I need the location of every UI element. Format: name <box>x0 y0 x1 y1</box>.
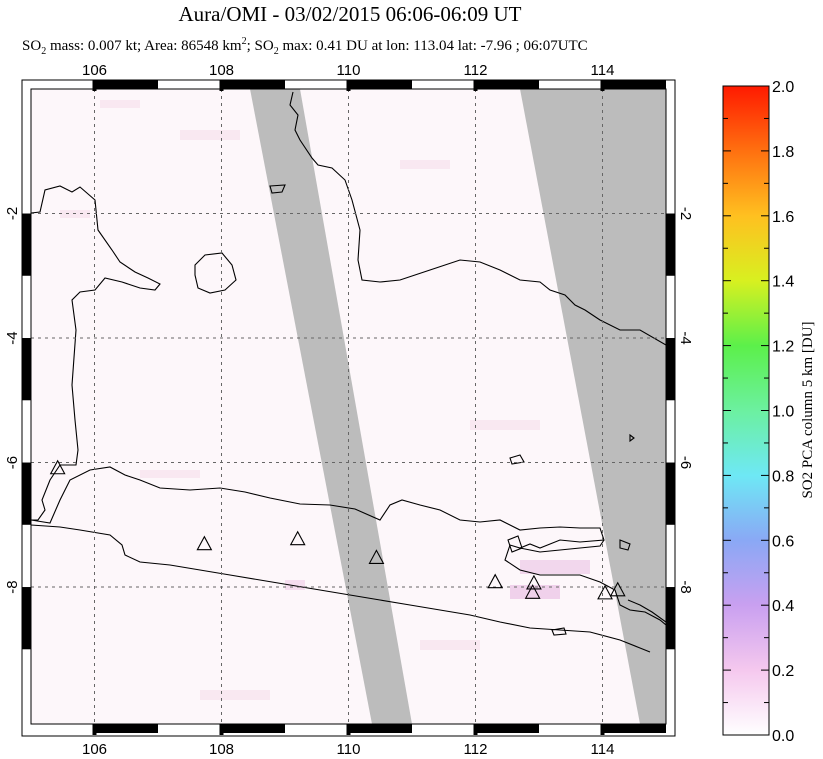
coastlines <box>31 91 666 653</box>
lat-label-left--4: -4 <box>4 331 21 344</box>
lat-label-left--6: -6 <box>4 456 21 469</box>
coast-island-k2 <box>619 539 631 551</box>
lon-bar-top <box>348 80 412 89</box>
coast-bawean <box>509 454 525 465</box>
frame-tick-bars <box>22 80 675 735</box>
subtitle-max: ; SO <box>246 38 274 54</box>
coast-nusa <box>551 627 567 636</box>
lat-bar-left <box>22 462 31 525</box>
lat-label-right--6: -6 <box>677 456 694 469</box>
volcano-marker-1 <box>196 535 213 551</box>
subtitle-so2: SO <box>22 38 42 54</box>
lat-bar-right <box>666 587 675 650</box>
no-data-swath-west <box>250 89 412 724</box>
cb-tick-label-2.0: 2.0 <box>772 79 794 96</box>
subtitle-max-rest: max: 0.41 DU at lon: 113.04 lat: -7.96 ;… <box>278 38 588 54</box>
lon-label-top-114: 114 <box>591 62 615 79</box>
lon-bar-top <box>602 80 666 89</box>
lon-bar-bottom <box>221 724 285 733</box>
cb-tick-label-1.6: 1.6 <box>772 209 794 226</box>
cb-tick-label-0.6: 0.6 <box>772 533 794 550</box>
map-area <box>31 89 666 724</box>
cb-tick-label-1.0: 1.0 <box>772 404 794 421</box>
volcano-marker-3 <box>368 549 385 564</box>
axis-tick-labels: 106 106 108 108 110 110 112 112 114 114 -2 -2 -4 -4 -6… <box>4 62 694 758</box>
lat-label-left--8: -8 <box>4 580 21 593</box>
retrieval-noise <box>60 100 590 700</box>
lat-bar-left <box>22 338 31 401</box>
coast-java-north <box>31 466 666 626</box>
gridlines <box>31 89 666 724</box>
lat-label-right--2: -2 <box>677 207 694 220</box>
volcano-marker-0 <box>49 459 66 475</box>
subtitle-so2-sub: 2 <box>41 46 47 57</box>
lon-label-bottom-110: 110 <box>337 741 361 758</box>
cb-tick-label-0.8: 0.8 <box>772 468 794 485</box>
coast-bali <box>627 599 666 623</box>
coast-island-k1 <box>507 535 523 553</box>
lat-label-left--2: -2 <box>4 207 21 220</box>
coast-bangka-small <box>269 184 286 194</box>
lon-label-top-112: 112 <box>464 62 488 79</box>
lat-bar-right <box>666 338 675 401</box>
lon-bar-bottom <box>602 724 666 733</box>
coast-java-south <box>31 524 651 653</box>
no-data-swath-east <box>520 89 666 724</box>
subtitle-mass: mass: 0.007 kt; Area: 86548 km <box>46 38 242 54</box>
lon-bar-bottom <box>348 724 412 733</box>
lon-bar-top <box>475 80 539 89</box>
lon-bar-bottom <box>475 724 539 733</box>
volcano-marker-5 <box>525 574 542 590</box>
lat-bar-right <box>666 462 675 525</box>
lat-bar-right <box>666 213 675 276</box>
subtitle-area-sup: 2 <box>241 36 247 47</box>
chart-title: Aura/OMI - 03/02/2015 06:06-06:09 UT <box>178 2 522 26</box>
lat-bar-left <box>22 587 31 650</box>
volcano-markers <box>49 459 626 600</box>
lon-bar-bottom <box>94 724 158 733</box>
cb-tick-label-0.4: 0.4 <box>772 598 794 615</box>
lon-label-top-108: 108 <box>209 62 234 79</box>
coast-borneo <box>289 91 666 346</box>
colorbar-label: SO2 PCA column 5 km [DU] <box>800 321 816 498</box>
lon-bar-top <box>221 80 285 89</box>
colorbar-ticks: 2.0 1.8 1.6 1.4 1.2 1.0 0.8 0.6 0.4 0.2 0.0 <box>723 79 794 745</box>
subtitle-max-sub: 2 <box>273 46 279 57</box>
lat-bar-left <box>22 213 31 276</box>
coast-madura <box>519 539 605 553</box>
lat-label-right--8: -8 <box>677 580 694 593</box>
volcano-marker-2 <box>289 530 306 546</box>
cb-tick-label-0.0: 0.0 <box>772 728 794 745</box>
cb-tick-label-0.2: 0.2 <box>772 663 794 680</box>
lon-label-top-106: 106 <box>82 62 107 79</box>
volcano-marker-7 <box>597 584 613 600</box>
lon-label-bottom-108: 108 <box>209 741 234 758</box>
coast-island-e <box>629 433 635 443</box>
lon-label-bottom-112: 112 <box>464 741 488 758</box>
volcano-marker-8 <box>609 581 626 597</box>
chart-subtitle: SO2 mass: 0.007 kt; Area: 86548 km2; SO2… <box>22 36 702 57</box>
lat-label-right--4: -4 <box>677 331 694 344</box>
volcano-marker-4 <box>487 573 504 589</box>
cb-tick-label-1.8: 1.8 <box>772 144 794 161</box>
volcano-marker-6 <box>524 584 541 599</box>
lon-label-bottom-106: 106 <box>82 741 107 758</box>
lon-label-top-110: 110 <box>337 62 361 79</box>
cb-tick-label-1.2: 1.2 <box>772 339 794 356</box>
lon-label-bottom-114: 114 <box>591 741 615 758</box>
cb-tick-label-1.4: 1.4 <box>772 274 794 291</box>
lon-bar-top <box>94 80 158 89</box>
coast-belitung <box>194 252 237 294</box>
